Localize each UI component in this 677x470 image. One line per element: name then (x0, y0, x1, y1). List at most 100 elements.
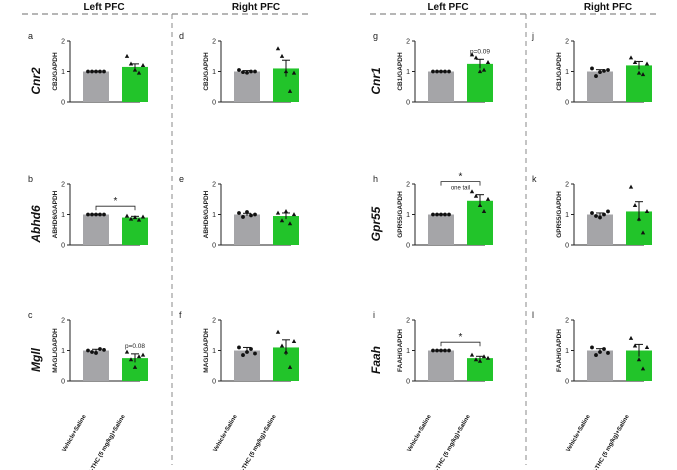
y-axis-label-l: FAAH/GAPDH (556, 329, 563, 372)
y-tick-label-b-0: 0 (61, 243, 65, 250)
data-point-c-1-1 (128, 357, 134, 362)
data-point-a-1-4 (140, 63, 146, 67)
data-point-a-0-3 (98, 69, 102, 74)
data-point-g-0-0 (431, 69, 435, 74)
data-point-h-0-4 (447, 212, 451, 217)
data-point-l-0-4 (606, 351, 610, 355)
panel-letter-f: f (179, 310, 182, 320)
data-point-e-1-3 (287, 221, 293, 226)
data-point-e-0-1 (241, 215, 245, 219)
header-right-pfc-2: Right PFC (584, 2, 632, 13)
y-tick-label-k-1: 1 (565, 212, 569, 219)
panel-letter-h: h (373, 174, 378, 184)
y-tick-label-l-2: 2 (565, 318, 569, 325)
y-tick-label-k-0: 0 (565, 243, 569, 250)
data-point-l-0-3 (602, 347, 606, 351)
data-point-g-1-1 (473, 55, 479, 60)
x-axis-labels: Vehicle+Saline Δ9-THC (5 mg/kg)+Saline V… (62, 413, 631, 470)
data-point-c-1-4 (140, 352, 146, 357)
y-tick-label-h-0: 0 (406, 243, 410, 250)
data-point-k-1-2 (636, 216, 642, 221)
data-point-j-0-4 (606, 68, 610, 72)
y-tick-label-f-1: 1 (212, 348, 216, 355)
data-point-j-1-2 (636, 70, 642, 75)
y-tick-label-i-1: 1 (406, 348, 410, 355)
data-point-e-0-0 (237, 211, 241, 215)
panel-j: j CB1/GAPDH 0 1 2 (531, 31, 652, 107)
data-point-b-0-1 (90, 212, 94, 217)
y-axis-label-f: MAGL/GAPDH (203, 328, 210, 373)
y-tick-label-f-2: 2 (212, 318, 216, 325)
y-axis-label-h: GPR55/GAPDH (397, 191, 404, 238)
data-point-g-1-3 (481, 67, 487, 72)
y-tick-label-c-2: 2 (61, 318, 65, 325)
bar-h-0 (428, 214, 454, 245)
sig-bracket-i (440, 341, 481, 347)
data-point-a-0-2 (94, 69, 98, 74)
data-point-j-1-3 (640, 72, 646, 77)
data-point-j-0-3 (602, 68, 606, 73)
data-point-b-0-4 (102, 212, 106, 217)
xlabel-thc-col4: Δ9-THC (5 mg/kg)+Saline (590, 413, 631, 470)
data-point-i-1-3 (481, 354, 487, 359)
data-point-h-0-0 (431, 212, 435, 217)
data-point-b-1-2 (132, 215, 138, 220)
y-tick-label-l-0: 0 (565, 379, 569, 386)
data-point-a-0-1 (90, 69, 94, 74)
y-axis-label-k: GPR55/GAPDH (556, 191, 563, 238)
data-point-c-1-0 (124, 349, 130, 354)
bar-c-1 (122, 358, 148, 381)
xlabel-vehicle-col3: Vehicle+Saline (407, 413, 433, 453)
data-point-i-0-4 (447, 348, 451, 353)
data-point-a-1-2 (132, 67, 138, 72)
y-tick-label-j-2: 2 (565, 39, 569, 46)
data-point-h-1-2 (477, 202, 483, 207)
sig-star-h: * (459, 172, 463, 183)
data-point-j-1-0 (628, 55, 634, 60)
data-point-g-0-3 (443, 69, 447, 74)
data-point-g-0-4 (447, 69, 451, 74)
data-point-d-0-2 (245, 70, 249, 75)
data-point-k-1-4 (644, 209, 650, 214)
data-point-i-1-2 (477, 358, 483, 363)
data-point-c-1-3 (136, 354, 142, 359)
data-point-d-0-3 (249, 69, 253, 74)
data-point-g-1-4 (485, 59, 491, 64)
y-tick-label-j-1: 1 (565, 69, 569, 76)
data-point-j-0-1 (594, 74, 598, 78)
data-point-a-0-0 (86, 69, 90, 74)
bar-j-0 (587, 71, 613, 102)
data-point-c-0-2 (94, 351, 98, 355)
bar-f-0 (234, 350, 260, 381)
data-point-d-1-4 (291, 70, 297, 75)
data-point-i-1-1 (473, 357, 479, 362)
gene-label-gpr55: Gpr55 (369, 206, 383, 241)
y-axis-label-i: FAAH/GAPDH (397, 329, 404, 372)
data-point-l-0-0 (590, 345, 594, 350)
sig-star-b: * (114, 196, 118, 207)
data-point-g-1-2 (477, 69, 483, 74)
data-point-d-0-0 (237, 68, 241, 72)
panel-letter-d: d (179, 31, 184, 41)
data-point-k-0-0 (590, 211, 594, 215)
data-point-l-1-4 (644, 345, 650, 350)
gene-label-cnr2: Cnr2 (29, 67, 43, 95)
xlabel-thc-col3: Δ9-THC (5 mg/kg)+Saline (431, 413, 472, 470)
data-point-h-1-4 (485, 196, 491, 201)
panel-letter-c: c (28, 310, 33, 320)
data-point-d-0-4 (253, 69, 257, 74)
data-point-e-1-2 (283, 209, 289, 214)
data-point-d-1-1 (279, 53, 285, 58)
data-point-i-1-4 (485, 355, 491, 360)
data-point-e-1-1 (279, 218, 285, 223)
y-tick-label-d-1: 1 (212, 69, 216, 76)
gene-label-mgll: Mgll (29, 347, 43, 372)
data-point-i-0-2 (439, 348, 443, 353)
y-tick-label-h-2: 2 (406, 182, 410, 189)
data-point-f-0-3 (249, 347, 253, 351)
data-point-a-0-4 (102, 69, 106, 74)
